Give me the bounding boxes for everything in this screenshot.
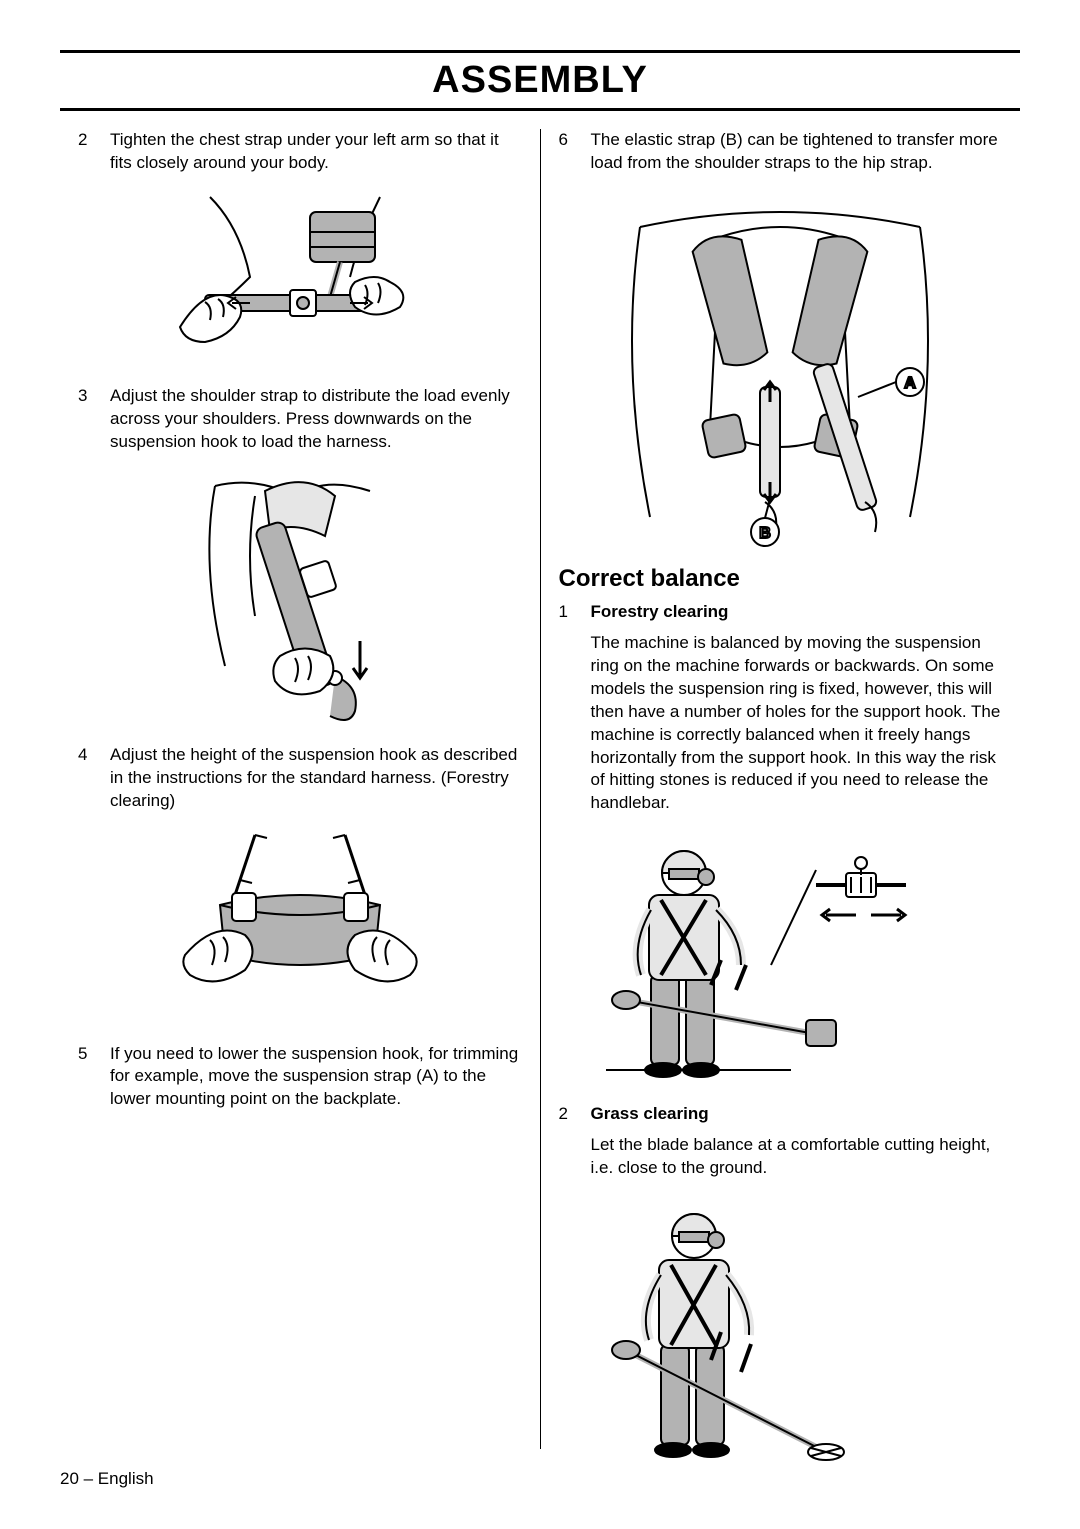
step-text: Adjust the height of the suspension hook… [110, 744, 522, 813]
figure-backplate-straps: A B [559, 187, 1003, 547]
label-b: B [759, 525, 771, 542]
figure-chest-strap [78, 187, 522, 367]
figure-forestry-balance [591, 825, 1003, 1085]
subhead-correct-balance: Correct balance [559, 565, 1003, 593]
step-text: If you need to lower the suspension hook… [110, 1043, 522, 1112]
step-6: 6 The elastic strap (B) can be tightened… [559, 129, 1003, 175]
step-number: 5 [78, 1043, 96, 1112]
sub-number: 1 [559, 601, 577, 624]
page-footer: 20 – English [60, 1469, 154, 1489]
sub-step-2: 2 Grass clearing [559, 1103, 1003, 1126]
step-number: 2 [78, 129, 96, 175]
page-title: ASSEMBLY [60, 59, 1020, 102]
figure-grass-balance [591, 1190, 1003, 1470]
figure-shoulder-strap [78, 466, 522, 726]
left-column: 2 Tighten the chest strap under your lef… [60, 129, 540, 1449]
step-text: Tighten the chest strap under your left … [110, 129, 522, 175]
sub-step-1: 1 Forestry clearing [559, 601, 1003, 624]
bottom-rule [60, 108, 1020, 111]
label-a: A [904, 375, 916, 392]
step-number: 3 [78, 385, 96, 454]
right-column: 6 The elastic strap (B) can be tightened… [541, 129, 1021, 1449]
step-text: Adjust the shoulder strap to distribute … [110, 385, 522, 454]
sub-number: 2 [559, 1103, 577, 1126]
step-2: 2 Tighten the chest strap under your lef… [78, 129, 522, 175]
step-4: 4 Adjust the height of the suspension ho… [78, 744, 522, 813]
sub-label: Forestry clearing [591, 601, 729, 624]
sub-body-1: The machine is balanced by moving the su… [591, 632, 1003, 816]
step-number: 6 [559, 129, 577, 175]
step-number: 4 [78, 744, 96, 813]
step-3: 3 Adjust the shoulder strap to distribut… [78, 385, 522, 454]
step-text: The elastic strap (B) can be tightened t… [591, 129, 1003, 175]
top-rule [60, 50, 1020, 53]
step-5: 5 If you need to lower the suspension ho… [78, 1043, 522, 1112]
sub-label: Grass clearing [591, 1103, 709, 1126]
sub-body-2: Let the blade balance at a comfortable c… [591, 1134, 1003, 1180]
content-columns: 2 Tighten the chest strap under your lef… [60, 129, 1020, 1449]
figure-suspension-hook [78, 825, 522, 1025]
